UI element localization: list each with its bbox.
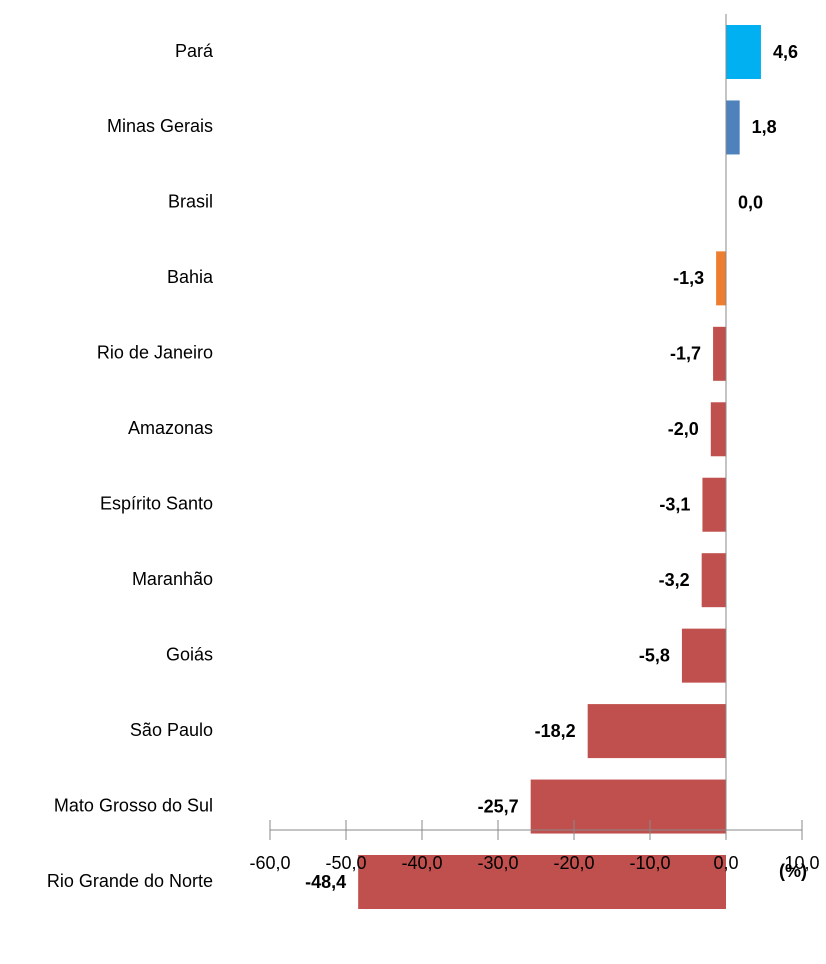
value-label: 0,0	[738, 193, 763, 213]
value-label: -5,8	[639, 645, 670, 665]
category-label: Pará	[175, 41, 214, 61]
category-label: Espírito Santo	[100, 493, 213, 513]
category-label: Rio de Janeiro	[97, 343, 213, 363]
bar	[726, 25, 761, 79]
category-label: Rio Grande do Norte	[47, 871, 213, 891]
value-label: -18,2	[535, 721, 576, 741]
x-tick-label: -60,0	[249, 853, 290, 873]
bar	[530, 779, 726, 834]
x-tick-label: -20,0	[553, 853, 594, 873]
value-label: 1,8	[752, 117, 777, 137]
value-label: -2,0	[668, 419, 699, 439]
value-label: -48,4	[305, 872, 346, 892]
x-tick-label: -40,0	[401, 853, 442, 873]
category-label: Minas Gerais	[107, 116, 213, 136]
x-tick-label: -10,0	[629, 853, 670, 873]
x-tick-label: 0,0	[713, 853, 738, 873]
category-label: Bahia	[167, 267, 214, 287]
bar	[710, 402, 726, 457]
value-label: -25,7	[478, 796, 519, 816]
value-label: -1,7	[670, 344, 701, 364]
value-label: 4,6	[773, 42, 798, 62]
bar	[716, 251, 726, 306]
unit-annotation: (%)	[779, 861, 807, 881]
value-label: -3,2	[659, 570, 690, 590]
category-label: Brasil	[168, 192, 213, 212]
category-label: Mato Grosso do Sul	[54, 795, 213, 815]
category-label: Maranhão	[132, 569, 213, 589]
bar	[726, 100, 740, 155]
bar	[702, 477, 726, 532]
x-tick-label: -50,0	[325, 853, 366, 873]
value-label: -1,3	[673, 268, 704, 288]
category-label: Goiás	[166, 644, 213, 664]
x-tick-label: -30,0	[477, 853, 518, 873]
category-label: São Paulo	[130, 720, 213, 740]
bar	[681, 628, 726, 683]
bar	[701, 553, 726, 608]
value-label: -3,1	[659, 494, 690, 514]
x-tick-label: 10,0	[784, 853, 819, 873]
bar	[713, 326, 726, 381]
bar	[587, 704, 726, 759]
category-label: Amazonas	[128, 418, 213, 438]
bar	[358, 855, 726, 909]
